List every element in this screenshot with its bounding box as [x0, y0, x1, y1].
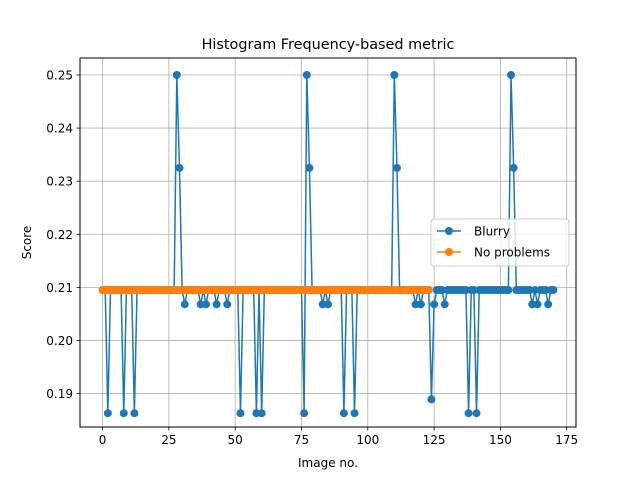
x-tick-label: 100 — [356, 433, 379, 447]
y-axis-label: Score — [20, 226, 34, 260]
y-tick-label: 0.21 — [46, 281, 73, 295]
data-point-blurry — [430, 300, 439, 309]
x-tick-label: 0 — [99, 433, 107, 447]
series-layer — [98, 70, 558, 418]
chart-title: Histogram Frequency-based metric — [202, 37, 455, 53]
data-point-blurry — [172, 70, 181, 79]
data-point-blurry — [509, 163, 518, 172]
legend: Blurry No problems — [430, 218, 570, 267]
data-point-blurry — [392, 163, 401, 172]
legend-label-blurry: Blurry — [474, 225, 510, 239]
data-point-blurry — [302, 70, 311, 79]
y-tick-label: 0.25 — [46, 68, 73, 82]
y-axis: 0.19 0.20 0.21 0.22 0.23 0.24 0.25 — [46, 68, 80, 401]
data-point-blurry — [201, 300, 210, 309]
data-point-blurry — [472, 409, 481, 418]
x-axis: 0 25 50 75 100 125 150 175 — [99, 427, 578, 447]
data-point-blurry — [533, 300, 542, 309]
data-point-blurry — [257, 409, 266, 418]
data-point-blurry — [339, 409, 348, 418]
data-point-blurry — [130, 409, 139, 418]
y-tick-label: 0.23 — [46, 175, 73, 189]
plot-frame — [79, 57, 577, 428]
legend-marker-blurry — [445, 227, 453, 235]
x-axis-label: Image no. — [298, 456, 358, 470]
x-tick-label: 175 — [555, 433, 578, 447]
data-point-blurry — [212, 300, 221, 309]
data-point-blurry — [236, 409, 245, 418]
y-tick-label: 0.19 — [46, 387, 73, 401]
series-no-problems — [98, 286, 433, 295]
data-point-blurry — [300, 409, 309, 418]
data-point-blurry — [416, 300, 425, 309]
legend-label-no-problems: No problems — [474, 246, 550, 260]
x-tick-label: 75 — [294, 433, 309, 447]
data-point-blurry — [305, 163, 314, 172]
data-point-blurry — [119, 409, 128, 418]
y-tick-label: 0.22 — [46, 228, 73, 242]
data-point-blurry — [103, 409, 112, 418]
data-point-blurry — [544, 300, 553, 309]
data-point-blurry — [549, 286, 558, 295]
data-point-blurry — [350, 409, 359, 418]
y-tick-label: 0.24 — [46, 122, 73, 136]
legend-box — [430, 218, 570, 267]
data-point-blurry — [324, 300, 332, 309]
x-tick-label: 25 — [161, 433, 176, 447]
legend-marker-no-problems — [445, 248, 453, 256]
data-point-blurry — [390, 70, 399, 79]
data-point-blurry — [175, 163, 184, 172]
data-point-no-problems — [424, 286, 433, 295]
data-point-blurry — [180, 300, 189, 309]
x-tick-label: 125 — [423, 433, 446, 447]
data-point-blurry — [504, 286, 513, 295]
data-point-blurry — [427, 395, 436, 404]
data-point-blurry — [464, 409, 473, 418]
x-tick-label: 50 — [228, 433, 243, 447]
x-tick-label: 150 — [489, 433, 512, 447]
data-point-blurry — [507, 70, 516, 79]
data-point-blurry — [223, 300, 232, 309]
y-tick-label: 0.20 — [46, 334, 73, 348]
data-point-blurry — [440, 300, 449, 309]
